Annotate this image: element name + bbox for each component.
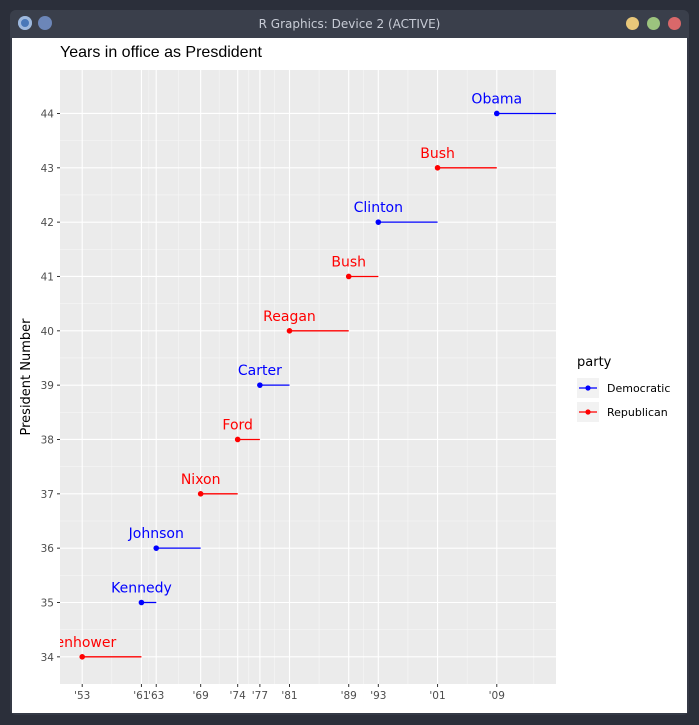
- term-point-johnson: [153, 545, 160, 551]
- x-tick-label: '74: [230, 690, 247, 702]
- x-tick-label: '89: [341, 690, 357, 702]
- y-tick-label: 41: [41, 271, 54, 283]
- y-axis-label: President Number: [19, 318, 34, 436]
- plot-panel: [60, 70, 556, 684]
- maximize-button[interactable]: [647, 17, 660, 30]
- term-start-points: [79, 110, 500, 660]
- president-label-obama: Obama: [471, 91, 522, 107]
- term-point-nixon: [197, 491, 204, 497]
- legend: party Democratic Republican: [577, 355, 670, 422]
- legend-label-republican: Republican: [607, 406, 668, 419]
- y-tick-label: 37: [41, 489, 54, 501]
- y-tick-label: 40: [41, 326, 54, 338]
- y-axis: 34 35 36 37 38 39 40 41 42 43 44: [41, 108, 60, 664]
- president-label-nixon: Nixon: [181, 472, 221, 488]
- term-point-clinton: [375, 219, 382, 225]
- president-label-reagan: Reagan: [263, 309, 316, 325]
- legend-label-democratic: Democratic: [607, 382, 670, 395]
- x-axis: '53 '61'63 '69 '74 '77 '81 '89 '93 '01 '09: [74, 684, 505, 702]
- chart-title: Years in office as Presdident: [60, 44, 262, 61]
- window-titlebar[interactable]: R Graphics: Device 2 (ACTIVE): [10, 10, 689, 38]
- term-point-bush: [345, 273, 352, 280]
- y-tick-label: 43: [41, 163, 54, 175]
- r-graphics-window: R Graphics: Device 2 (ACTIVE) Years in o…: [10, 10, 689, 715]
- president-label-carter: Carter: [238, 363, 282, 379]
- president-label-johnson: Johnson: [128, 526, 184, 542]
- plot-canvas: Years in office as Presdident senhower Ke…: [12, 38, 687, 713]
- r-logo-icon[interactable]: [18, 16, 32, 30]
- close-button[interactable]: [668, 17, 681, 30]
- x-tick-label: '61: [133, 690, 149, 702]
- term-point-ford: [234, 436, 241, 443]
- y-tick-label: 39: [41, 380, 54, 392]
- x-tick-label: '01: [429, 690, 445, 702]
- president-label-ford: Ford: [222, 417, 253, 433]
- president-label-kennedy: Kennedy: [111, 580, 172, 596]
- x-tick-label: '53: [74, 690, 90, 702]
- legend-title: party: [577, 355, 612, 370]
- y-tick-label: 35: [41, 597, 54, 609]
- president-label-clinton: Clinton: [354, 200, 403, 216]
- y-tick-label: 36: [41, 543, 55, 555]
- minor-gridlines: [60, 70, 556, 684]
- x-tick-label: '09: [489, 690, 505, 702]
- term-point-obama: [493, 110, 500, 117]
- minimize-button[interactable]: [626, 17, 639, 30]
- window-title: R Graphics: Device 2 (ACTIVE): [258, 17, 441, 31]
- x-tick-label: '81: [281, 690, 297, 702]
- x-tick-label: '69: [193, 690, 209, 702]
- president-label-bush: Bush: [420, 146, 455, 162]
- y-tick-label: 38: [41, 434, 54, 446]
- term-point-carter: [257, 382, 263, 388]
- circle-icon[interactable]: [38, 16, 52, 30]
- chart-svg: Years in office as Presdident senhower Ke…: [19, 44, 670, 702]
- x-tick-label: '77: [252, 690, 268, 702]
- x-tick-label: '93: [370, 690, 386, 702]
- term-point-bush: [434, 165, 441, 171]
- legend-key-point-democratic: [585, 385, 591, 391]
- y-tick-label: 34: [41, 652, 55, 664]
- term-point-reagan: [286, 328, 293, 334]
- x-tick-label: '63: [148, 690, 164, 702]
- president-labels: senhower Kennedy Johnson Nixon Ford Carter Rea…: [48, 91, 522, 651]
- legend-key-point-republican: [585, 409, 591, 415]
- y-tick-label: 42: [41, 217, 54, 229]
- term-point-kennedy: [138, 599, 145, 606]
- term-point-eisenhower: [79, 654, 86, 660]
- president-label-bush: Bush: [331, 254, 366, 270]
- president-label-eisenhower: senhower: [48, 635, 116, 651]
- y-tick-label: 44: [41, 108, 55, 120]
